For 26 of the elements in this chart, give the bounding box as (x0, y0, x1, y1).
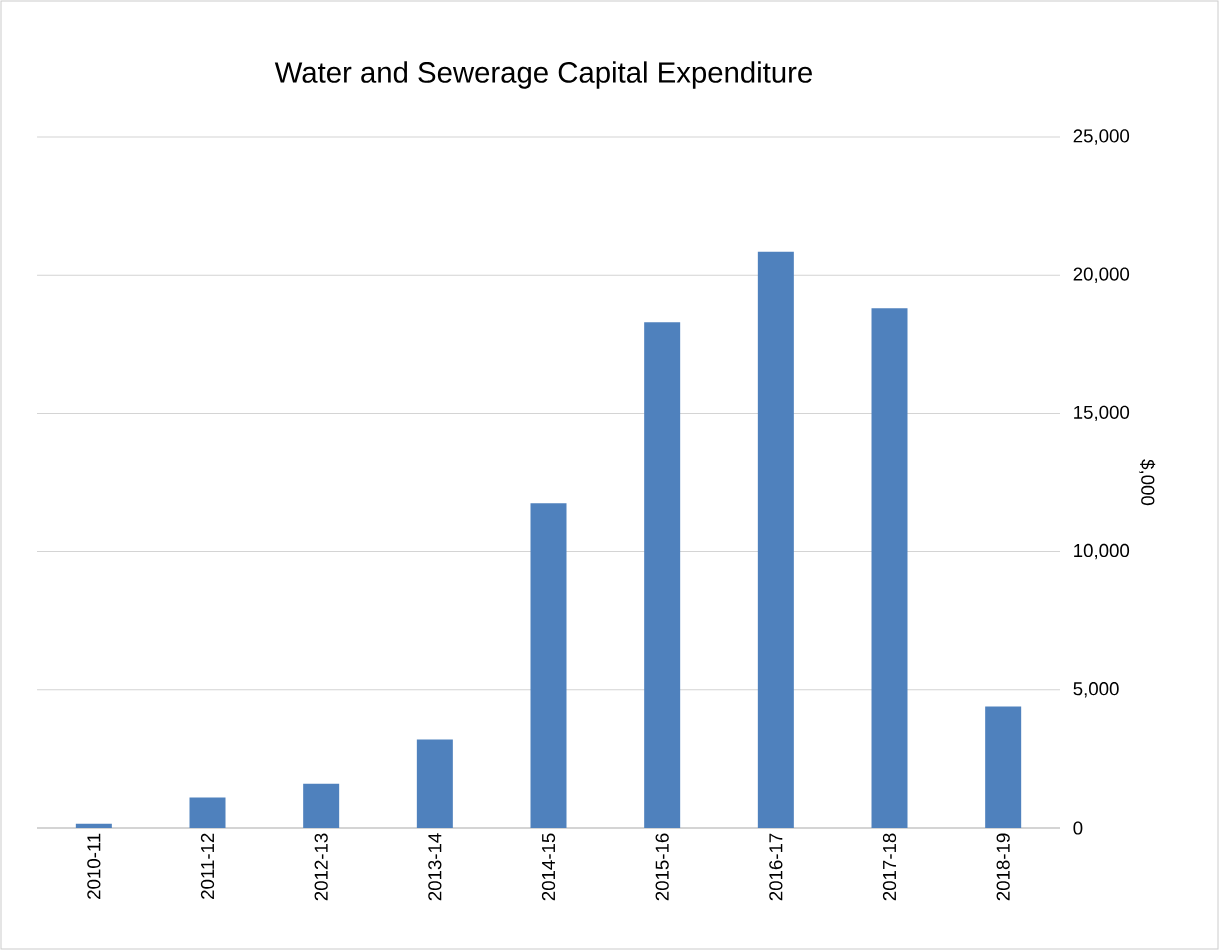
bar (757, 251, 794, 828)
x-tick-label: 2017-18 (882, 833, 897, 901)
y-tick-label: 5,000 (1073, 682, 1119, 698)
bar (871, 308, 908, 828)
bar (530, 503, 567, 828)
x-tick-label: 2014-15 (541, 833, 556, 901)
x-tick-label: 2018-19 (996, 833, 1010, 901)
x-tick-label: 2016-17 (769, 833, 783, 901)
bar (416, 739, 453, 828)
y-tick-label: 15,000 (1074, 405, 1130, 422)
chart-title: Water and Sewerage Capital Expenditure (274, 61, 812, 89)
x-tick-label: 2015-16 (655, 833, 669, 901)
bar (303, 783, 340, 828)
x-tick-label: 2012-13 (314, 833, 328, 901)
bar (644, 322, 681, 828)
bar (75, 823, 112, 828)
y-tick-label: 25,000 (1073, 129, 1130, 145)
y-axis-title: $,000 (1138, 459, 1156, 506)
y-tick-label: 0 (1073, 821, 1083, 835)
y-tick-label: 20,000 (1073, 267, 1130, 283)
bar (189, 797, 226, 828)
x-tick-label: 2011-12 (200, 833, 215, 899)
bar (985, 706, 1022, 828)
x-tick-label: 2010-11 (87, 833, 101, 899)
y-tick-label: 10,000 (1074, 543, 1130, 560)
x-tick-label: 2013-14 (428, 833, 442, 901)
